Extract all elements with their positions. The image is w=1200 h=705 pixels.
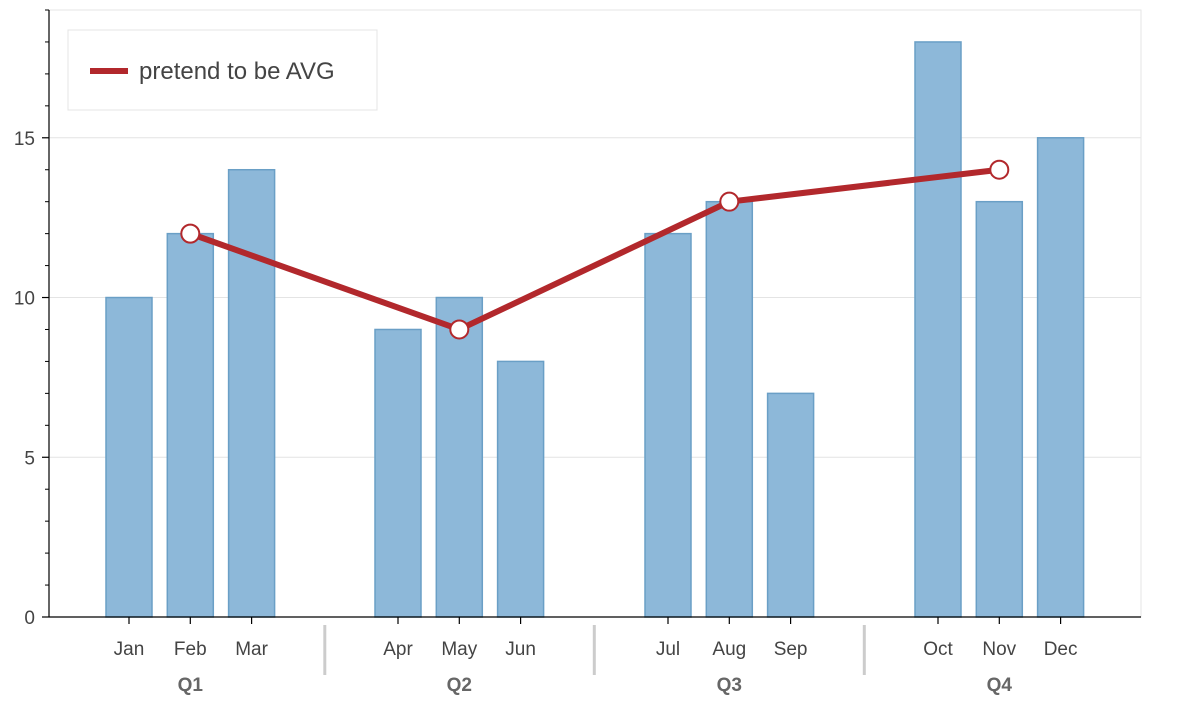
bar-aug [705,200,754,618]
x-tick-label-may: May [441,639,477,660]
x-tick-label-feb: Feb [174,639,207,660]
average-line [180,159,1010,340]
x-tick-label-apr: Apr [383,639,413,660]
bar-feb [166,232,215,618]
bar-apr [374,328,422,618]
bar-dec [1036,137,1085,618]
y-tick-label-15: 15 [14,129,35,150]
avg-marker-feb [180,223,201,244]
bar-oct [914,41,962,618]
group-label-q1: Q1 [178,675,204,696]
group-label-q3: Q3 [717,675,742,696]
y-tick-label-5: 5 [24,448,35,469]
x-tick-label-jan: Jan [114,639,145,660]
x-tick-label-dec: Dec [1044,639,1078,660]
y-tick-label-10: 10 [14,289,35,310]
bar-mar [227,168,276,618]
group-label-q2: Q2 [447,675,472,696]
avg-marker-nov [989,159,1010,180]
axes: 0 5 10 15 Jan Feb Mar Apr May Jun Jul Aug Sep Oct Nov D… [14,9,1141,696]
x-tick-label-nov: Nov [982,639,1016,660]
x-tick-label-jun: Jun [505,639,536,660]
x-tick-label-jul: Jul [656,639,680,660]
legend-label: pretend to be AVG [139,58,335,85]
legend: pretend to be AVG [67,29,378,111]
bar-jul [644,232,692,618]
x-tick-label-mar: Mar [235,639,268,660]
group-label-q4: Q4 [987,675,1013,696]
y-tick-label-0: 0 [24,608,35,629]
x-tick-label-aug: Aug [712,639,746,660]
x-tick-label-oct: Oct [923,639,953,660]
bar-sep [766,392,815,618]
avg-marker-aug [719,191,740,212]
avg-line-path [189,166,1000,333]
bars [105,41,1085,618]
bar-jun [496,360,545,618]
avg-marker-may [449,319,470,340]
bar-nov [975,200,1024,618]
bar-may [435,296,484,618]
x-tick-label-sep: Sep [774,639,808,660]
bar-jan [105,296,153,618]
